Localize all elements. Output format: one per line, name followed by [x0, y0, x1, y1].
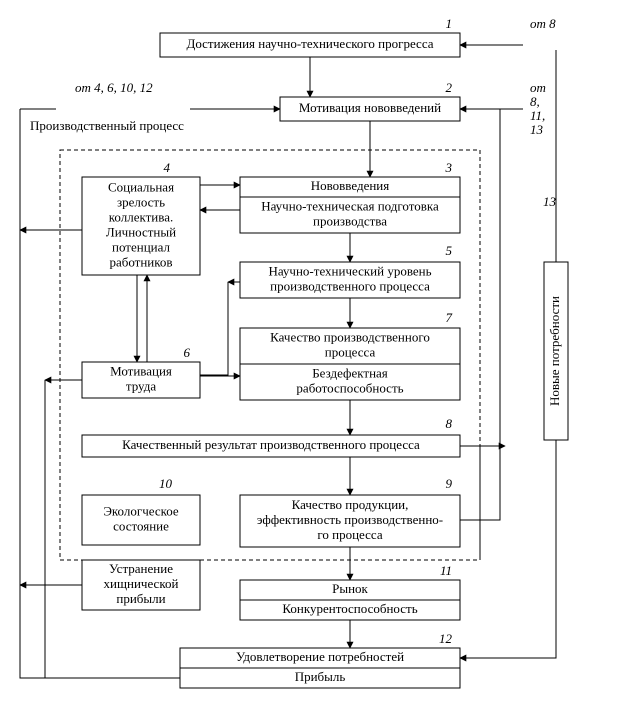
num-n2: 2 [446, 80, 453, 95]
svg-text:потенциал: потенциал [112, 239, 170, 254]
svg-text:Качество продукции,: Качество продукции, [292, 497, 409, 512]
annot-a_proc: Производственный процесс [30, 118, 184, 133]
svg-text:Устранение: Устранение [109, 561, 173, 576]
svg-text:Достижения научно-технического: Достижения научно-технического прогресса [186, 36, 433, 51]
svg-text:го процесса: го процесса [317, 527, 382, 542]
node-b1: Достижения научно-технического прогресса [160, 33, 460, 57]
num-n8: 8 [446, 416, 453, 431]
svg-text:Социальная: Социальная [108, 179, 174, 194]
num-n10: 10 [159, 476, 173, 491]
svg-text:коллектива.: коллектива. [109, 209, 174, 224]
num-n1: 1 [446, 16, 453, 31]
annot-a_left: от 4, 6, 10, 12 [75, 80, 153, 95]
svg-text:Новые потребности: Новые потребности [547, 296, 562, 406]
annot-a_from8: от 8 [530, 16, 556, 31]
svg-text:Научно-технический уровень: Научно-технический уровень [268, 263, 431, 278]
node-b11b: Конкурентоспособность [240, 600, 460, 620]
node-b12a: Удовлетворение потребностей [180, 648, 460, 668]
svg-text:Личностный: Личностный [106, 224, 176, 239]
svg-text:Конкурентоспособность: Конкурентоспособность [282, 601, 417, 616]
svg-text:13: 13 [530, 122, 544, 137]
node-b3b: Научно-техническая подготовкапроизводств… [240, 197, 460, 233]
svg-text:зрелость: зрелость [117, 194, 165, 209]
svg-text:прибыли: прибыли [116, 591, 165, 606]
svg-text:Удовлетворение потребностей: Удовлетворение потребностей [236, 649, 404, 664]
svg-text:Экологческое: Экологческое [103, 503, 179, 518]
edge-13 [200, 282, 228, 375]
annot-a_right: от8,11,13 [530, 80, 546, 137]
svg-text:хищнической: хищнической [104, 576, 179, 591]
svg-text:от 4, 6, 10, 12: от 4, 6, 10, 12 [75, 80, 153, 95]
num-n5: 5 [446, 243, 453, 258]
svg-text:производственного процесса: производственного процесса [270, 278, 430, 293]
svg-text:состояние: состояние [113, 518, 169, 533]
svg-text:от 8: от 8 [530, 16, 556, 31]
node-b3a: Нововведения [240, 177, 460, 197]
edge-23 [460, 440, 556, 658]
svg-text:Производственный процесс: Производственный процесс [30, 118, 184, 133]
num-n3: 3 [445, 160, 453, 175]
svg-text:Бездефектная: Бездефектная [312, 365, 388, 380]
num-n7: 7 [446, 310, 453, 325]
node-b11a: Рынок [240, 580, 460, 600]
svg-text:эффективность производственно-: эффективность производственно- [257, 512, 443, 527]
svg-text:Прибыль: Прибыль [295, 669, 346, 684]
svg-text:Качественный результат произво: Качественный результат производственного… [122, 437, 420, 452]
svg-text:производства: производства [313, 213, 387, 228]
svg-text:Научно-техническая подготовка: Научно-техническая подготовка [261, 198, 439, 213]
node-b7a: Качество производственногопроцесса [240, 328, 460, 364]
svg-text:работников: работников [109, 254, 172, 269]
svg-text:процесса: процесса [325, 344, 376, 359]
svg-text:Мотивация: Мотивация [110, 363, 172, 378]
svg-text:Нововведения: Нововведения [311, 178, 390, 193]
svg-text:11,: 11, [530, 108, 545, 123]
svg-text:от: от [530, 80, 546, 95]
node-b10: Экологческоесостояние [82, 495, 200, 545]
svg-text:Рынок: Рынок [332, 581, 368, 596]
num-n9: 9 [446, 476, 453, 491]
num-n13: 13 [543, 194, 557, 209]
num-n11: 11 [440, 563, 452, 578]
node-b7b: Бездефектнаяработоспособность [240, 364, 460, 400]
node-b4: Социальнаязрелостьколлектива.Личностныйп… [82, 177, 200, 275]
svg-text:Мотивация нововведений: Мотивация нововведений [299, 100, 441, 115]
num-n4: 4 [164, 160, 171, 175]
svg-text:работоспособность: работоспособность [296, 380, 403, 395]
node-b2: Мотивация нововведений [280, 97, 460, 121]
node-b10b: Устранениехищническойприбыли [82, 560, 200, 610]
svg-text:труда: труда [126, 378, 156, 393]
node-b9: Качество продукции,эффективность произво… [240, 495, 460, 547]
num-n6: 6 [184, 345, 191, 360]
node-b5: Научно-технический уровеньпроизводственн… [240, 262, 460, 298]
svg-text:8,: 8, [530, 94, 540, 109]
node-b8: Качественный результат производственного… [82, 435, 460, 457]
node-b12b: Прибыль [180, 668, 460, 688]
node-b6: Мотивациятруда [82, 362, 200, 398]
svg-text:Качество производственного: Качество производственного [270, 329, 430, 344]
num-n12: 12 [439, 631, 453, 646]
node-b13: Новые потребности [544, 262, 568, 440]
